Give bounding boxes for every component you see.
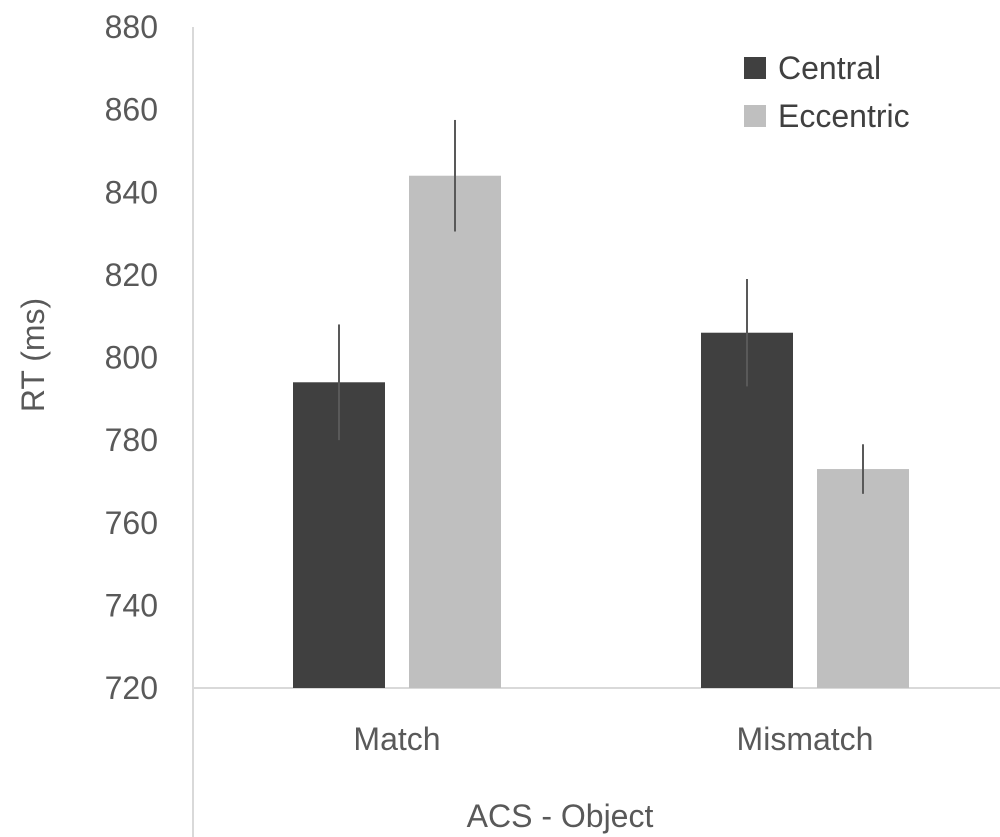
bar-eccentric-mismatch (817, 469, 909, 688)
legend-swatch-central (744, 57, 766, 79)
legend-label-eccentric: Eccentric (778, 98, 910, 134)
y-tick-label: 760 (105, 505, 158, 541)
bar-eccentric-match (409, 175, 501, 689)
y-tick-label: 780 (105, 422, 158, 458)
error-bars (338, 119, 864, 494)
x-axis-title: ACS - Object (467, 798, 654, 834)
y-tick-label: 880 (105, 9, 158, 45)
category-labels: Match Mismatch (353, 721, 873, 757)
y-tick-label: 800 (105, 340, 158, 376)
category-label: Match (353, 721, 440, 757)
y-tick-label: 720 (105, 670, 158, 706)
y-tick-label: 820 (105, 257, 158, 293)
bar-central-mismatch (701, 332, 793, 688)
legend-label-central: Central (778, 50, 881, 86)
y-tick-label: 840 (105, 174, 158, 210)
y-tick-labels: 720 740 760 780 800 820 840 860 880 (105, 9, 158, 706)
y-axis-title: RT (ms) (15, 298, 51, 412)
legend: Central Eccentric (744, 50, 910, 134)
y-tick-label: 740 (105, 587, 158, 623)
y-tick-label: 860 (105, 92, 158, 128)
category-label: Mismatch (737, 721, 874, 757)
legend-swatch-eccentric (744, 105, 766, 127)
bars (293, 175, 909, 689)
